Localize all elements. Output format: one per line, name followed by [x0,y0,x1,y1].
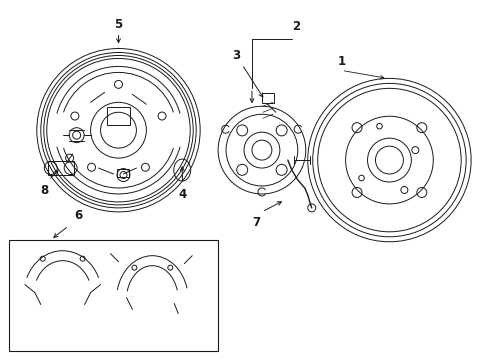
Text: 5: 5 [114,18,122,31]
Text: 1: 1 [337,55,345,68]
Text: 7: 7 [251,216,260,229]
Text: 8: 8 [41,184,49,197]
Bar [117,169,129,177]
Text: 2: 2 [291,19,299,32]
Text: 6: 6 [74,209,82,222]
Bar [106,107,130,125]
Bar [9,240,218,351]
Text: 4: 4 [178,188,186,201]
Bar [262,93,273,103]
Bar [48,161,74,175]
Text: 3: 3 [231,49,240,62]
